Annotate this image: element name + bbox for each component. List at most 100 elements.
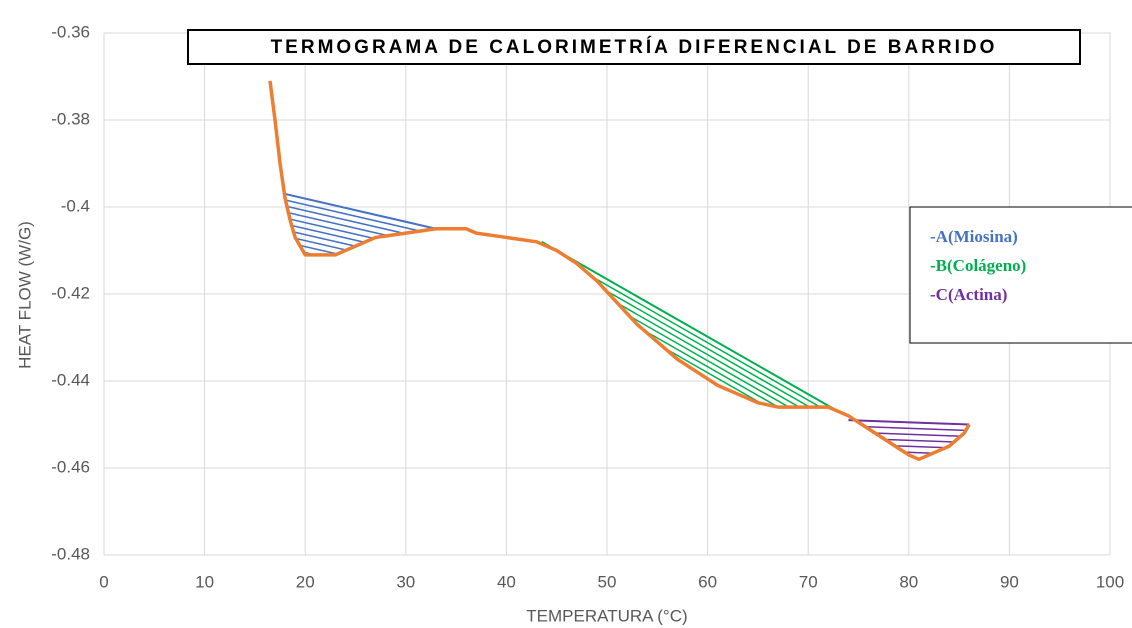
hatch-line [285, 428, 436, 463]
hatch-line [285, 260, 436, 295]
hatch-line [848, 558, 969, 562]
y-tick-label: -0.42 [51, 283, 90, 302]
hatch-line [542, 440, 839, 610]
hatch-line [541, 397, 839, 412]
legend-label: -B(Colágeno) [930, 256, 1026, 275]
hatch-line [848, 624, 969, 628]
hatch-line [285, 416, 436, 451]
hatch-line [285, 356, 436, 391]
hatch-line [285, 332, 436, 367]
hatch-line [285, 374, 436, 409]
hatch-line [285, 344, 436, 379]
data-line [268, 80, 971, 462]
x-tick-label: 30 [396, 572, 415, 591]
hatch-line [285, 284, 436, 319]
hatch-line [285, 266, 436, 301]
hatch [541, 241, 839, 628]
hatch-line [285, 398, 436, 433]
x-tick-label: 50 [598, 572, 617, 591]
hatch-line [285, 386, 436, 421]
hatch-line [542, 416, 839, 586]
hatch-line [285, 350, 436, 385]
hatch-line [848, 600, 969, 604]
hatch-line [285, 314, 436, 349]
hatch-line [285, 404, 436, 439]
hatch-line [848, 606, 969, 610]
hatch-line [542, 476, 839, 628]
legend-box [909, 206, 1132, 344]
region-baseline [284, 192, 437, 230]
x-tick-label: 10 [195, 572, 214, 591]
hatch-line [285, 362, 436, 397]
y-axis-label: HEAT FLOW (W/G) [15, 221, 34, 369]
x-axis-label: TEMPERATURA (°C) [526, 606, 687, 625]
y-tick-label: -0.44 [51, 370, 90, 389]
hatch [285, 193, 436, 463]
hatch-line [285, 253, 436, 255]
x-tick-label: 0 [99, 572, 108, 591]
hatch-line [541, 409, 839, 412]
hatch-line [541, 391, 839, 412]
hatch-line [542, 470, 839, 628]
x-tick-label: 100 [1096, 572, 1124, 591]
hatch-line [541, 403, 839, 412]
hatch-line [285, 241, 436, 255]
hatch-line [285, 290, 436, 325]
hatch-line [542, 452, 839, 622]
hatch-line [542, 446, 839, 616]
hatch-line [285, 296, 436, 331]
hatch-line [541, 289, 839, 412]
y-tick-label: -0.4 [61, 196, 90, 215]
y-tick-label: -0.46 [51, 457, 90, 476]
hatch-line [285, 410, 436, 445]
hatch-line [542, 422, 839, 592]
x-tick-label: 70 [799, 572, 818, 591]
hatch-line [541, 259, 839, 412]
x-tick-label: 80 [899, 572, 918, 591]
hatch-line [541, 265, 839, 412]
region-baseline [848, 419, 970, 426]
hatch-line [848, 618, 969, 622]
hatch-line [541, 271, 839, 412]
hatch-line [541, 277, 839, 412]
hatch-line [285, 320, 436, 355]
hatch-line [285, 308, 436, 343]
hatch-line [541, 253, 839, 412]
legend-label: -C(Actina) [930, 285, 1007, 304]
hatch-line [285, 278, 436, 313]
x-tick-label: 60 [698, 572, 717, 591]
hatch-line [285, 368, 436, 403]
hatch-line [541, 385, 839, 412]
hatch-line [541, 373, 839, 412]
title-box [187, 29, 1081, 65]
x-tick-label: 40 [497, 572, 516, 591]
y-tick-label: -0.48 [51, 544, 90, 563]
hatch-line [285, 392, 436, 427]
hatch-line [541, 367, 839, 412]
hatch-line [541, 349, 839, 412]
hatch-line [848, 564, 969, 568]
hatch-line [848, 594, 969, 598]
legend-label: -A(Miosina) [930, 227, 1018, 246]
hatch-line [285, 338, 436, 373]
y-tick-label: -0.38 [51, 109, 90, 128]
region-baseline [541, 240, 839, 413]
hatch-line [542, 428, 839, 598]
hatch-line [285, 326, 436, 361]
hatch-line [285, 422, 436, 457]
y-tick-label: -0.36 [51, 22, 90, 41]
x-tick-label: 90 [1000, 572, 1019, 591]
hatch-line [285, 302, 436, 337]
hatch-line [285, 272, 436, 307]
hatch-line [542, 434, 839, 604]
hatch-line [285, 380, 436, 415]
x-tick-label: 20 [296, 572, 315, 591]
hatch-line [541, 361, 839, 412]
hatch-line [285, 199, 436, 236]
hatch-line [541, 379, 839, 412]
hatch-line [848, 612, 969, 616]
hatch-line [542, 458, 839, 628]
chart-title: TERMOGRAMA DE CALORIMETRÍA DIFERENCIAL D… [271, 36, 998, 58]
hatch-line [542, 464, 839, 628]
